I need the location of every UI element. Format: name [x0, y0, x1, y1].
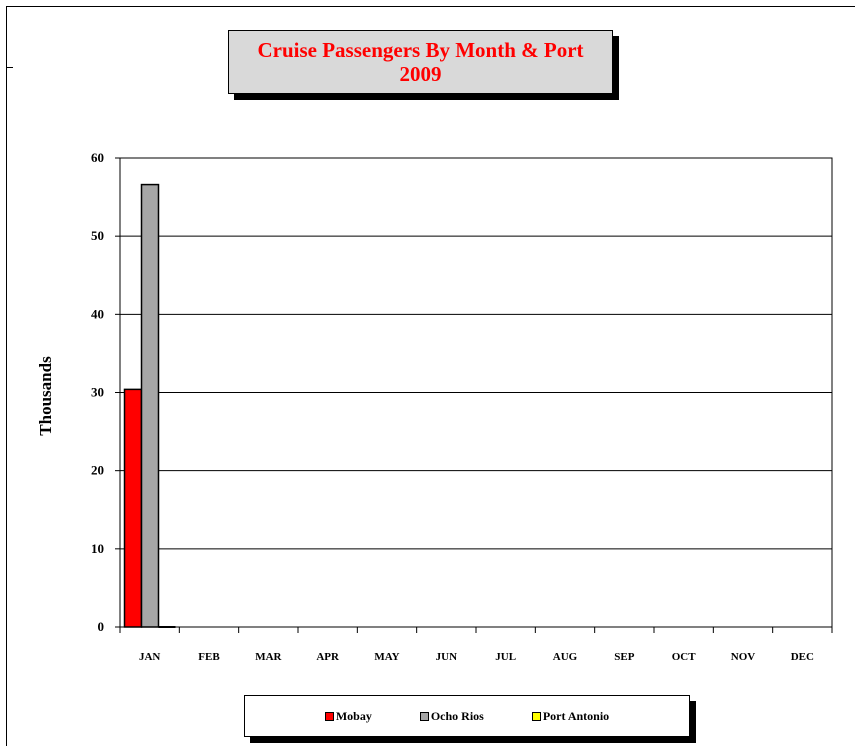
y-tick-label: 50 — [91, 228, 104, 243]
chart-title-line-2: 2009 — [399, 62, 442, 86]
chart-frame — [6, 6, 855, 746]
x-tick-label: OCT — [672, 651, 697, 663]
y-tick-label: 40 — [91, 306, 104, 321]
x-tick-label: NOV — [731, 651, 756, 663]
x-tick-label: JUL — [495, 651, 516, 663]
x-tick-label: APR — [316, 651, 340, 663]
y-tick-label: 0 — [98, 619, 105, 634]
x-tick-label: JUN — [436, 651, 457, 663]
legend-item-port-antonio: Port Antonio — [531, 708, 610, 724]
legend-label-ocho-rios: Ocho Rios — [430, 708, 484, 723]
x-tick-label: MAY — [374, 651, 399, 663]
legend-swatch-ocho-rios — [419, 711, 429, 721]
x-tick-label: SEP — [614, 651, 634, 663]
legend-item-mobay: Mobay — [324, 708, 372, 724]
x-tick-label: MAR — [255, 651, 282, 663]
legend-label-port-antonio: Port Antonio — [542, 708, 610, 723]
bar — [123, 388, 143, 628]
y-tick-label: 30 — [91, 385, 104, 400]
bar — [140, 183, 160, 628]
legend-item-ocho-rios: Ocho Rios — [419, 708, 484, 724]
x-tick-label: DEC — [791, 651, 814, 663]
chart-title: Cruise Passengers By Month & Port 2009 — [228, 30, 613, 94]
legend-swatch-mobay — [324, 711, 334, 721]
x-tick-label: AUG — [553, 651, 578, 663]
y-tick-label: 20 — [91, 463, 104, 478]
x-tick-label: JAN — [139, 651, 160, 663]
x-tick-label: FEB — [198, 651, 220, 663]
y-tick-label: 60 — [91, 150, 104, 165]
legend-label-mobay: Mobay — [335, 708, 372, 723]
y-tick-label: 10 — [91, 541, 104, 556]
legend-swatch-port-antonio — [531, 711, 541, 721]
legend: Mobay Ocho Rios Port Antonio — [244, 695, 690, 737]
frame-tick — [7, 67, 13, 68]
chart-title-line-1: Cruise Passengers By Month & Port — [257, 38, 584, 62]
